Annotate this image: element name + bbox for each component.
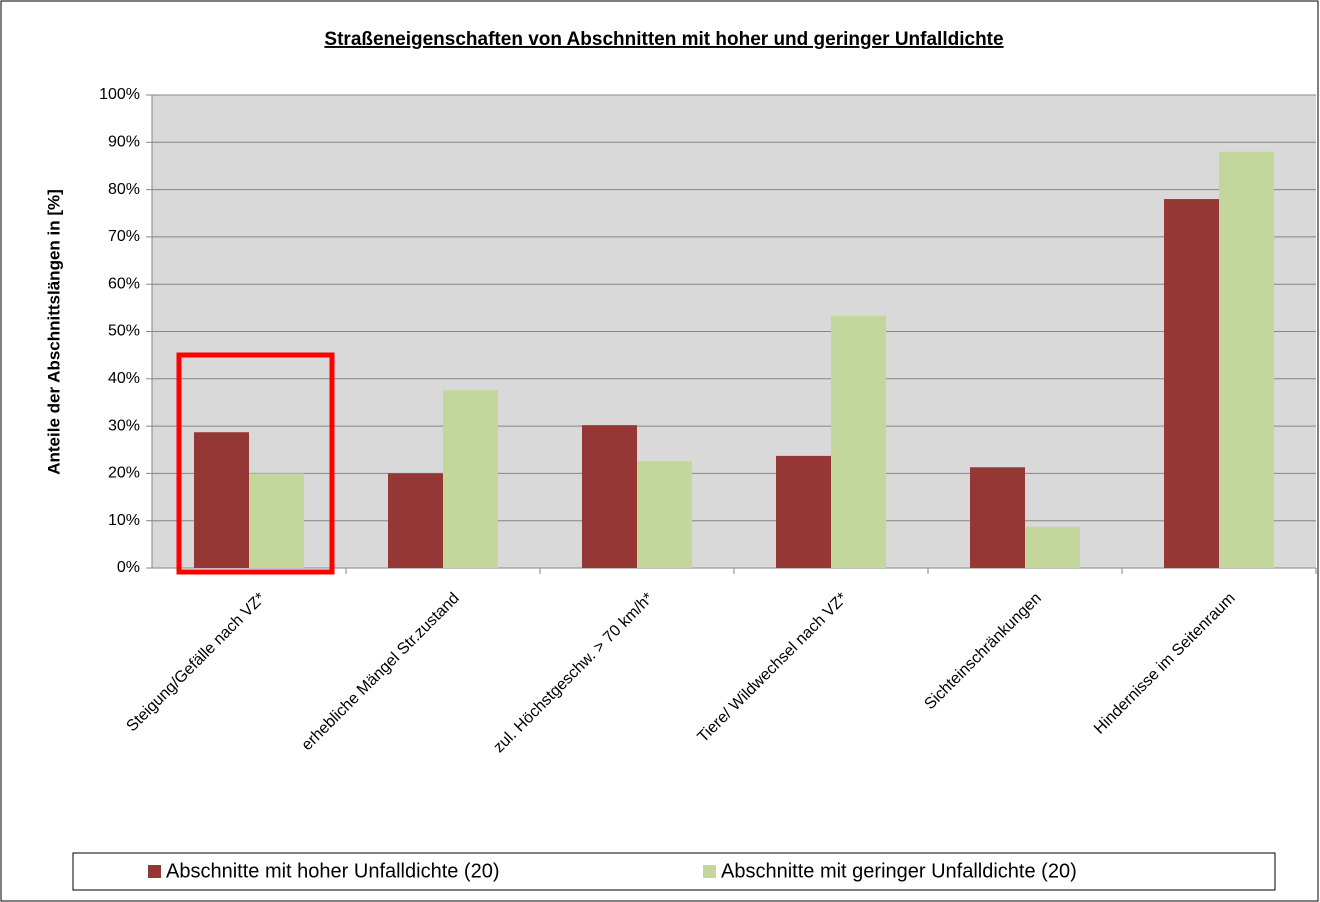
bar <box>970 467 1025 568</box>
highlight-box <box>176 352 335 575</box>
y-axis-label: Anteile der Abschnittslängen in [%] <box>44 189 63 475</box>
y-tick-label: 50% <box>108 323 140 340</box>
y-tick-label: 40% <box>108 370 140 387</box>
bar <box>637 461 692 568</box>
bar <box>1219 151 1274 568</box>
y-tick-label: 30% <box>108 417 140 434</box>
bar <box>443 390 498 568</box>
bar <box>831 315 886 568</box>
bar <box>1025 526 1080 568</box>
legend-box <box>72 852 1276 891</box>
legend-label: Abschnitte mit hoher Unfalldichte (20) <box>166 860 500 882</box>
bar <box>776 455 831 568</box>
legend-swatch <box>148 865 161 878</box>
y-tick-label: 90% <box>108 134 140 151</box>
y-tick-label: 10% <box>108 512 140 529</box>
bar <box>1164 199 1219 568</box>
y-tick-label: 20% <box>108 465 140 482</box>
legend-swatch <box>703 865 716 878</box>
y-tick-label: 80% <box>108 181 140 198</box>
y-tick-label: 60% <box>108 275 140 292</box>
y-tick-label: 0% <box>117 559 140 576</box>
bar <box>249 473 304 568</box>
bar <box>388 473 443 568</box>
legend-label: Abschnitte mit geringer Unfalldichte (20… <box>721 860 1077 882</box>
bar <box>582 425 637 568</box>
y-tick-label: 100% <box>99 86 140 103</box>
y-tick-label: 70% <box>108 228 140 245</box>
chart-title: Straßeneigenschaften von Abschnitten mit… <box>324 29 1003 50</box>
bar <box>194 432 249 568</box>
